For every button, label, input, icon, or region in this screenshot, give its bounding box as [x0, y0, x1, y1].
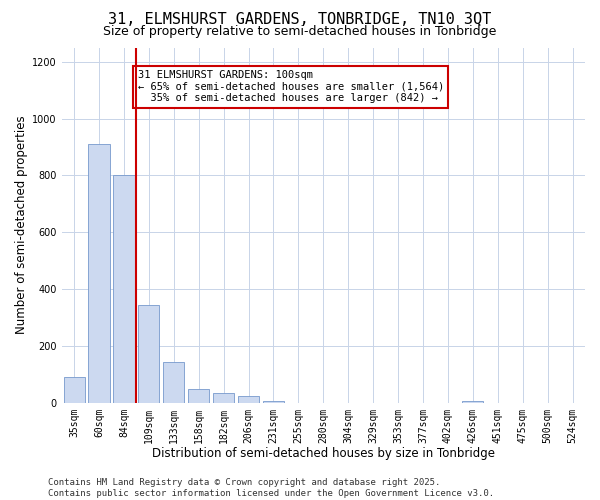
Bar	[113, 176, 134, 402]
Bar	[188, 388, 209, 402]
Text: Size of property relative to semi-detached houses in Tonbridge: Size of property relative to semi-detach…	[103, 25, 497, 38]
Text: Contains HM Land Registry data © Crown copyright and database right 2025.
Contai: Contains HM Land Registry data © Crown c…	[48, 478, 494, 498]
Bar	[64, 377, 85, 402]
Bar	[238, 396, 259, 402]
Text: 31 ELMSHURST GARDENS: 100sqm
← 65% of semi-detached houses are smaller (1,564)
 : 31 ELMSHURST GARDENS: 100sqm ← 65% of se…	[137, 70, 444, 103]
Bar	[138, 304, 160, 402]
Bar	[163, 362, 184, 403]
X-axis label: Distribution of semi-detached houses by size in Tonbridge: Distribution of semi-detached houses by …	[152, 447, 495, 460]
Bar	[88, 144, 110, 403]
Y-axis label: Number of semi-detached properties: Number of semi-detached properties	[15, 116, 28, 334]
Text: 31, ELMSHURST GARDENS, TONBRIDGE, TN10 3QT: 31, ELMSHURST GARDENS, TONBRIDGE, TN10 3…	[109, 12, 491, 28]
Bar	[213, 393, 234, 402]
